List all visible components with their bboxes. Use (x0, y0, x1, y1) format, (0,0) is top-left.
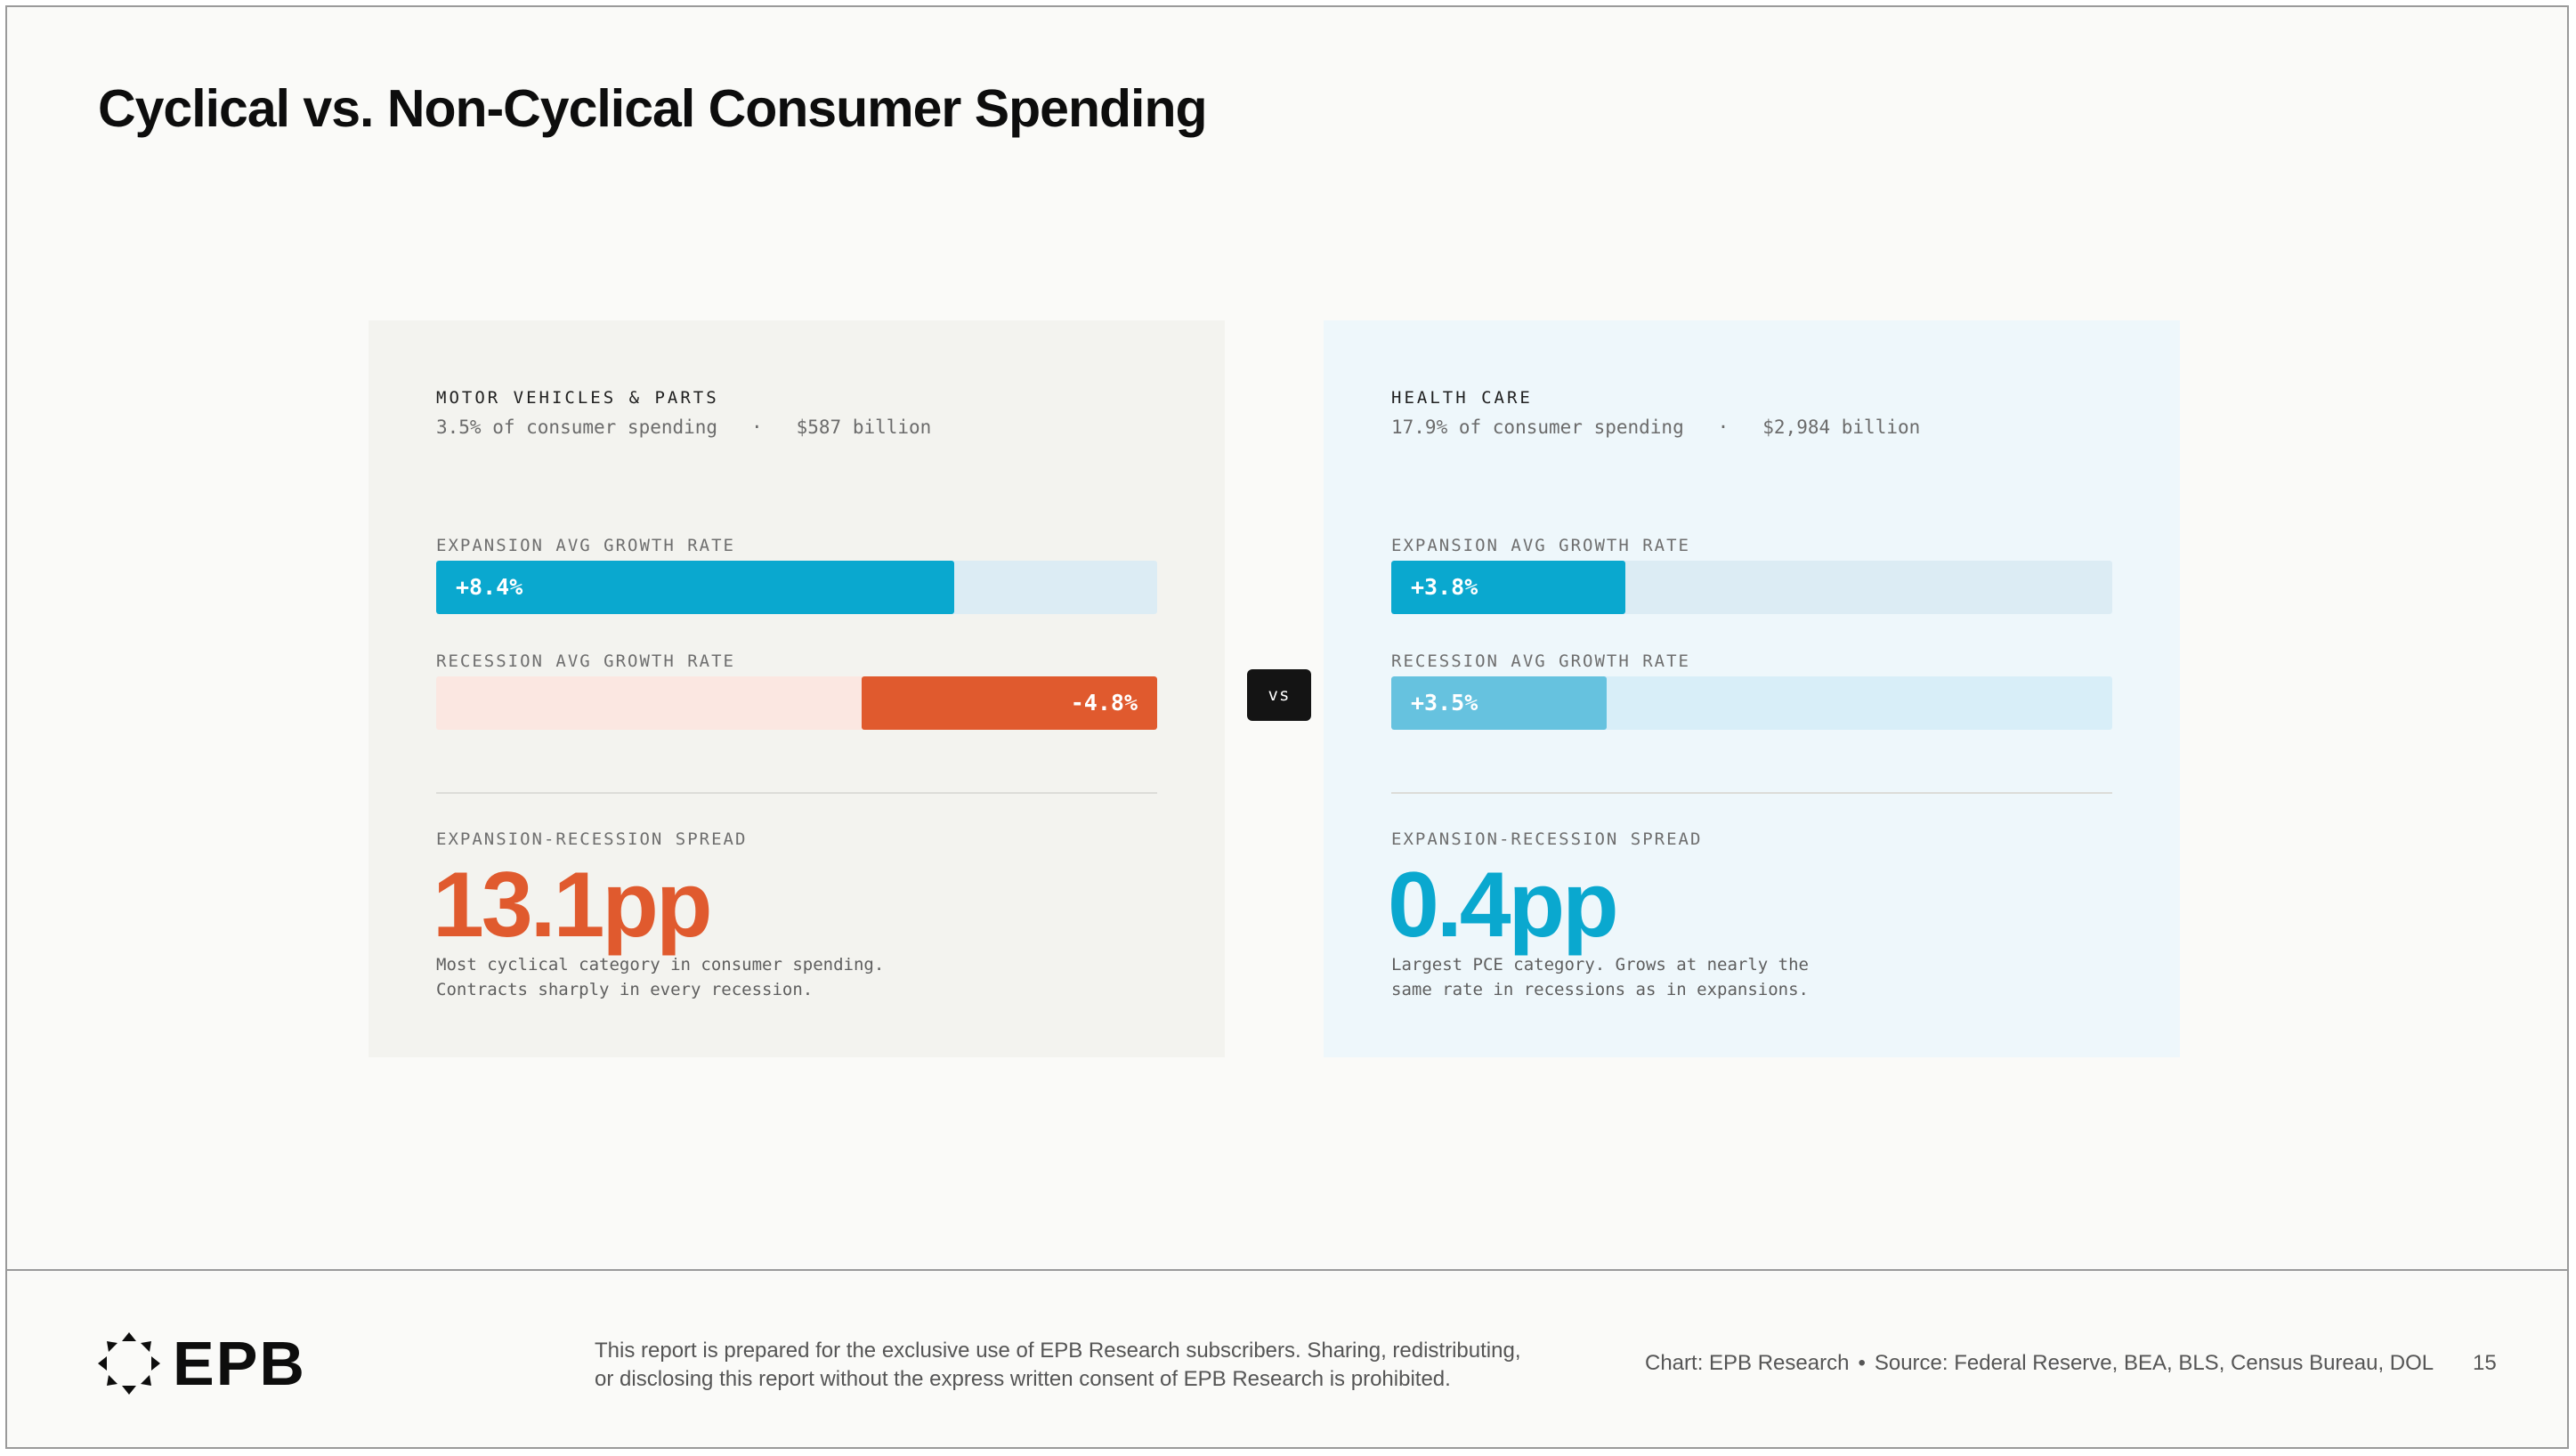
disclaimer-line-2: or disclosing this report without the ex… (595, 1367, 1451, 1391)
expansion-track: +8.4% (436, 561, 1157, 614)
divider (436, 792, 1157, 794)
spread-value: 13.1pp (433, 853, 712, 957)
recession-bar: +3.5% (1391, 676, 1607, 730)
spread-label: EXPANSION-RECESSION SPREAD (436, 829, 748, 849)
category-subtitle: 3.5% of consumer spending · $587 billion (436, 417, 931, 438)
epb-logo: EPB (96, 1328, 306, 1399)
logo-text: EPB (173, 1329, 306, 1398)
category-name: MOTOR VEHICLES & PARTS (436, 388, 719, 408)
expansion-bar: +8.4% (436, 561, 954, 614)
description: Largest PCE category. Grows at nearly th… (1391, 952, 1890, 1002)
separator: · (751, 417, 763, 438)
share-text: 3.5% of consumer spending (436, 417, 718, 438)
disclaimer-line-1: This report is prepared for the exclusiv… (595, 1339, 1521, 1363)
share-text: 17.9% of consumer spending (1391, 417, 1684, 438)
category-subtitle: 17.9% of consumer spending · $2,984 bill… (1391, 417, 1920, 438)
size-text: $2,984 billion (1762, 417, 1921, 438)
divider (1391, 792, 2112, 794)
description-line-1: Most cyclical category in consumer spend… (436, 955, 885, 975)
recession-label: RECESSION AVG GROWTH RATE (1391, 651, 1690, 671)
recession-track: +3.5% (1391, 676, 2112, 730)
footer-divider (7, 1269, 2567, 1271)
panel-health-care: HEALTH CARE 17.9% of consumer spending ·… (1324, 320, 2180, 1057)
page-title: Cyclical vs. Non-Cyclical Consumer Spend… (98, 79, 1208, 138)
expansion-bar: +3.8% (1391, 561, 1625, 614)
spread-value: 0.4pp (1388, 853, 1619, 957)
description: Most cyclical category in consumer spend… (436, 952, 935, 1002)
description-line-2: Contracts sharply in every recession. (436, 980, 814, 999)
panel-motor-vehicles: MOTOR VEHICLES & PARTS 3.5% of consumer … (369, 320, 1225, 1057)
source-separator: • (1858, 1351, 1866, 1375)
recession-track: -4.8% (436, 676, 1157, 730)
chart-credit: Chart: EPB Research (1645, 1351, 1850, 1375)
expansion-label: EXPANSION AVG GROWTH RATE (436, 536, 735, 555)
source-note: Chart: EPB Research • Source: Federal Rese… (1645, 1351, 2434, 1376)
slide: Cyclical vs. Non-Cyclical Consumer Spend… (5, 5, 2569, 1449)
description-line-1: Largest PCE category. Grows at nearly th… (1391, 955, 1809, 975)
recession-label: RECESSION AVG GROWTH RATE (436, 651, 735, 671)
size-text: $587 billion (796, 417, 932, 438)
disclaimer: This report is prepared for the exclusiv… (595, 1337, 1574, 1394)
epb-logo-icon (98, 1332, 160, 1395)
page-number: 15 (2473, 1351, 2497, 1375)
vs-badge: vs (1247, 669, 1311, 721)
expansion-label: EXPANSION AVG GROWTH RATE (1391, 536, 1690, 555)
spread-label: EXPANSION-RECESSION SPREAD (1391, 829, 1703, 849)
separator: · (1717, 417, 1729, 438)
category-name: HEALTH CARE (1391, 388, 1533, 408)
description-line-2: same rate in recessions as in expansions… (1391, 980, 1809, 999)
source-text: Source: Federal Reserve, BEA, BLS, Censu… (1874, 1351, 2434, 1375)
expansion-track: +3.8% (1391, 561, 2112, 614)
recession-bar: -4.8% (862, 676, 1157, 730)
